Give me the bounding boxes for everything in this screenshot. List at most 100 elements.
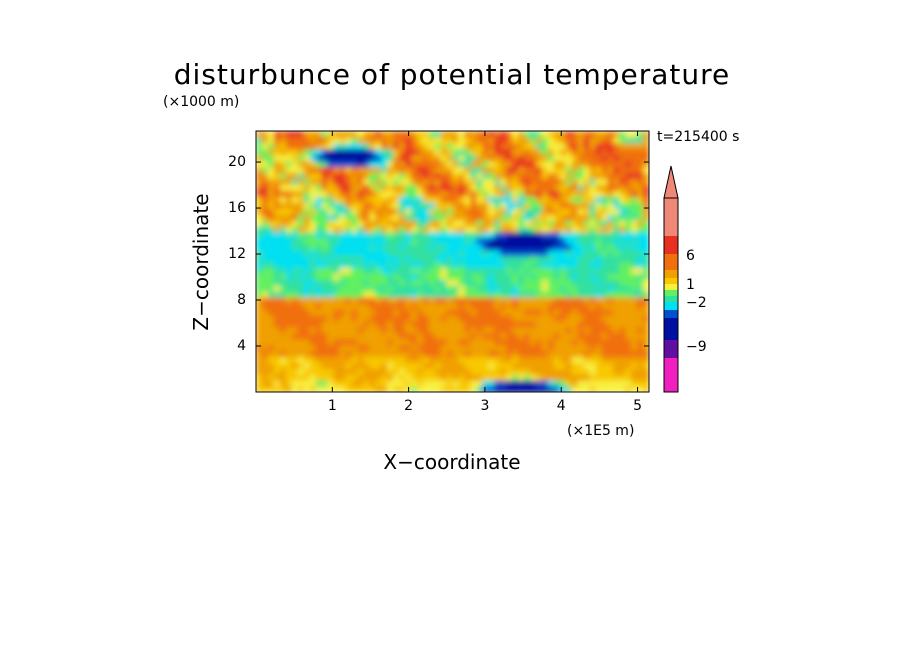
heatmap-cell (327, 208, 335, 215)
heatmap-cell (488, 297, 495, 304)
heatmap-cell (494, 255, 501, 263)
heatmap-cell (619, 225, 626, 233)
heatmap-cell (506, 178, 513, 185)
heatmap-cell (345, 148, 352, 156)
heatmap-cell (637, 297, 644, 304)
heatmap-cell (321, 172, 329, 180)
heatmap-cell (291, 231, 299, 239)
heatmap-cell (410, 308, 418, 316)
heatmap-cell (452, 261, 460, 269)
heatmap-cell (279, 202, 287, 209)
heatmap-cell (434, 285, 442, 292)
heatmap-cell (369, 279, 376, 286)
heatmap-cell (440, 190, 448, 197)
heatmap-cell (553, 148, 561, 156)
heatmap-cell (518, 303, 525, 310)
heatmap-cell (351, 362, 358, 369)
heatmap-cell (410, 368, 418, 375)
heatmap-cell (643, 332, 649, 340)
heatmap-cell (512, 261, 519, 269)
heatmap-cell (523, 338, 531, 346)
heatmap-cell (333, 249, 340, 257)
heatmap-cell (422, 297, 430, 304)
heatmap-cell (589, 356, 597, 363)
heatmap-cell (637, 285, 644, 292)
heatmap-cell (631, 225, 638, 233)
heatmap-cell (506, 160, 513, 168)
heatmap-cell (583, 142, 591, 150)
heatmap-cell (434, 243, 442, 251)
heatmap-cell (446, 166, 454, 174)
heatmap-cell (523, 172, 531, 180)
heatmap-cell (565, 214, 573, 221)
heatmap-cell (482, 332, 489, 340)
heatmap-cell (404, 368, 412, 375)
heatmap-cell (637, 326, 644, 334)
heatmap-cell (535, 267, 543, 274)
heatmap-cell (607, 219, 614, 227)
heatmap-cell (392, 303, 400, 310)
heatmap-cell (333, 172, 340, 180)
heatmap-cell (601, 338, 608, 346)
heatmap-cell (297, 267, 305, 274)
heatmap-cell (601, 166, 608, 174)
heatmap-cell (446, 267, 454, 274)
heatmap-cell (506, 380, 513, 387)
heatmap-cell (601, 190, 608, 197)
heatmap-cell (500, 356, 507, 363)
colorbar-label: −2 (686, 295, 707, 311)
heatmap-cell (637, 190, 644, 197)
heatmap-cell (416, 386, 424, 392)
heatmap-cell (273, 208, 281, 215)
heatmap-cell (607, 231, 614, 239)
heatmap-cell (482, 225, 489, 233)
heatmap-cell (375, 148, 382, 156)
heatmap-cell (446, 314, 454, 322)
heatmap-cell (488, 261, 495, 269)
heatmap-cell (404, 237, 412, 245)
heatmap-cell (261, 255, 269, 263)
heatmap-cell (410, 332, 418, 340)
heatmap-cell (458, 362, 466, 369)
heatmap-cell (392, 231, 400, 239)
heatmap-cell (261, 136, 269, 144)
heatmap-cell (488, 314, 495, 322)
heatmap-cell (571, 356, 579, 363)
heatmap-cell (416, 219, 424, 227)
heatmap-cell (333, 267, 340, 274)
heatmap-cell (607, 297, 614, 304)
heatmap-cell (464, 386, 471, 392)
heatmap-cell (398, 314, 406, 322)
heatmap-cell (470, 142, 477, 150)
heatmap-cell (637, 255, 644, 263)
heatmap-cell (285, 208, 293, 215)
heatmap-cell (315, 184, 323, 191)
heatmap-cell (601, 178, 608, 185)
heatmap-cell (595, 362, 602, 369)
heatmap-cell (446, 178, 454, 185)
heatmap-cell (345, 326, 352, 334)
heatmap-cell (422, 332, 430, 340)
heatmap-cell (446, 255, 454, 263)
heatmap-cell (291, 249, 299, 257)
heatmap-cell (625, 338, 632, 346)
heatmap-cell (625, 350, 632, 358)
x-tick-label: 1 (327, 398, 337, 414)
heatmap-cell (482, 214, 489, 221)
heatmap-cell (529, 326, 537, 334)
heatmap-cell (613, 166, 620, 174)
y-tick-label: 20 (228, 154, 246, 171)
heatmap-cell (643, 142, 649, 150)
heatmap-cell (369, 344, 376, 352)
heatmap-cell (339, 362, 346, 369)
heatmap-cell (589, 267, 597, 274)
heatmap-cell (500, 350, 507, 358)
heatmap-cell (410, 326, 418, 334)
heatmap-cell (446, 368, 454, 375)
heatmap-cell (398, 225, 406, 233)
heatmap-cell (488, 237, 495, 245)
heatmap-cell (506, 279, 513, 286)
heatmap-cell (387, 267, 394, 274)
heatmap-cell (273, 131, 281, 138)
heatmap-cell (381, 356, 388, 363)
